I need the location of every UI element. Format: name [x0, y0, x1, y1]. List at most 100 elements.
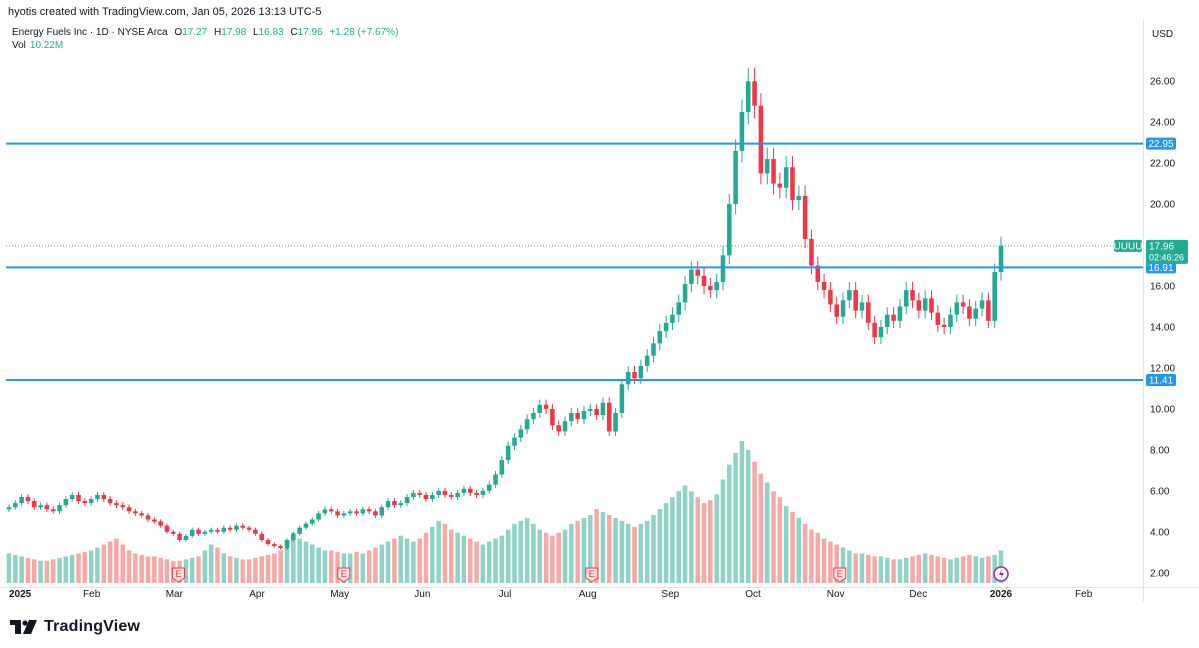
candle-body [613, 413, 618, 432]
candle-body [708, 286, 713, 291]
candle-body [556, 425, 561, 432]
candle-body [663, 322, 669, 332]
candle-body [265, 539, 271, 545]
volume-bar [303, 541, 309, 583]
volume-bar [322, 550, 328, 583]
volume-bar [518, 520, 524, 583]
volume-bar [556, 532, 561, 583]
candle-body [120, 505, 126, 508]
candle-body [518, 429, 524, 438]
tradingview-logo-icon [10, 620, 37, 634]
candle-body [335, 511, 340, 516]
candle-body [916, 300, 922, 311]
volume-bar [221, 553, 227, 583]
candle-body [259, 533, 265, 540]
volume-bar [95, 547, 100, 583]
candle-body [948, 314, 953, 327]
volume-bar [25, 557, 31, 583]
candle-body [328, 509, 334, 512]
volume-bar [297, 538, 302, 583]
candle-body [360, 509, 366, 514]
volume-bar [891, 559, 896, 583]
candle-body [651, 343, 656, 356]
x-axis-label: Jul [499, 589, 512, 600]
earnings-marker-label: E [175, 569, 181, 579]
created-by-text: hyotis created with TradingView.com, Jan… [8, 6, 322, 18]
candle-body [430, 494, 435, 500]
volume-bar [840, 547, 846, 583]
volume-bar [50, 559, 56, 583]
earnings-marker: E [585, 567, 599, 583]
volume-bar [606, 514, 612, 583]
volume-bar [69, 554, 75, 583]
candle-body [531, 413, 536, 420]
volume-bar [107, 541, 113, 583]
volume-bar [499, 535, 505, 583]
candle-body [695, 269, 700, 276]
volume-bar [164, 559, 170, 583]
candle-body [341, 513, 347, 516]
candle-body [897, 306, 903, 321]
candle-body [657, 331, 663, 344]
volume-bar [411, 541, 416, 583]
candle-body [922, 298, 928, 311]
horizontal-level-tag [1146, 137, 1176, 150]
volume-bar [872, 556, 877, 583]
candle-body [278, 546, 283, 549]
horizontal-level-label: 22.95 [1148, 139, 1173, 150]
volume-bar [714, 494, 719, 583]
volume-bar [537, 529, 543, 583]
volume-bar [733, 452, 738, 583]
volume-bar [986, 556, 991, 583]
axis-frame [0, 20, 1199, 602]
earnings-marker: E [833, 567, 847, 583]
candle-body [676, 302, 682, 315]
volume-bar [922, 553, 928, 583]
candle-body [771, 159, 776, 184]
candle-body [682, 283, 688, 303]
y-axis-tick: 22.00 [1150, 159, 1175, 170]
volume-bar [126, 550, 132, 583]
ticker-label: UUUU [1114, 241, 1143, 252]
volume-bar [76, 553, 81, 583]
candle-body [442, 490, 448, 495]
volume-bar [935, 556, 941, 583]
candle-body [594, 408, 599, 416]
y-axis-tick: 12.00 [1150, 363, 1175, 374]
candle-body [859, 302, 865, 311]
volume-bar [625, 523, 631, 583]
candle-body [866, 302, 871, 323]
currency-label[interactable]: USD [1152, 29, 1174, 40]
candle-body [158, 521, 163, 526]
candle-body [493, 474, 498, 485]
candle-body [979, 300, 985, 309]
candle-body [872, 322, 877, 338]
last-price-label: 17.96 [1149, 241, 1174, 252]
candle-body [404, 496, 410, 504]
candle-body [467, 488, 473, 493]
volume-bar [897, 559, 903, 583]
volume-bar [272, 553, 277, 583]
candle-body [967, 306, 972, 319]
candle-body [935, 312, 941, 325]
volume-bar [689, 491, 694, 583]
candle-body [834, 304, 839, 317]
volume-bar [916, 554, 922, 583]
candle-body [88, 499, 94, 504]
volume-bar [853, 553, 858, 583]
candle-body [809, 238, 814, 266]
horizontal-level-tag [1146, 374, 1176, 387]
volume-bar [581, 517, 587, 583]
candle-body [126, 507, 132, 512]
earnings-marker-shape [337, 567, 351, 583]
candle-body [619, 384, 625, 414]
volume-bar [436, 520, 441, 583]
volume-bar [246, 559, 252, 583]
y-axis-tick: 4.00 [1150, 527, 1170, 538]
volume-bar [139, 554, 144, 583]
volume-bar [196, 556, 201, 583]
volume-bar [360, 553, 366, 583]
tradingview-logo[interactable]: TradingView [10, 618, 140, 636]
